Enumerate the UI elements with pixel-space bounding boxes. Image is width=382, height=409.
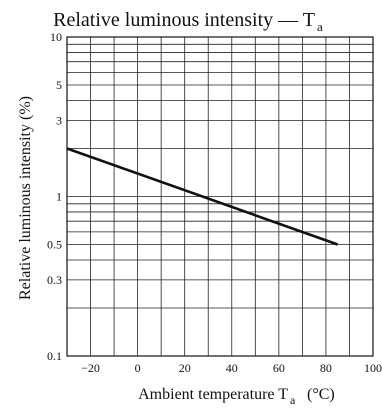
y-tick-label: 0.5 <box>47 238 62 252</box>
plot-frame <box>66 36 374 357</box>
y-tick-label: 1 <box>56 190 62 204</box>
y-tick-labels: 10 5 3 1 0.5 0.3 0.1 <box>47 30 62 363</box>
y-axis-label: Relative luminous intensity (%) <box>17 96 34 300</box>
x-tick-label: 40 <box>226 361 238 375</box>
x-tick-label: −20 <box>81 361 100 375</box>
y-tick-label: 0.1 <box>47 349 62 363</box>
grid-lines <box>67 37 373 356</box>
x-axis-unit: (°C) <box>307 386 335 403</box>
x-tick-label: 20 <box>179 361 191 375</box>
y-tick-label: 5 <box>56 78 62 92</box>
x-tick-labels: −20 0 20 40 60 80 100 <box>81 361 382 375</box>
y-tick-label: 0.3 <box>47 273 62 287</box>
y-tick-label: 3 <box>56 113 62 127</box>
x-tick-label: 100 <box>364 361 382 375</box>
x-axis-label: Ambient temperature T <box>138 386 288 403</box>
series-group <box>66 147 339 246</box>
chart-title-subscript: a <box>317 19 323 34</box>
x-tick-label: 60 <box>273 361 285 375</box>
x-tick-label: 80 <box>320 361 332 375</box>
series-line <box>66 147 339 246</box>
x-axis-label-subscript: a <box>290 393 296 407</box>
chart-title: Relative luminous intensity — T <box>53 9 315 31</box>
y-tick-label: 10 <box>50 30 62 44</box>
x-tick-label: 0 <box>135 361 141 375</box>
